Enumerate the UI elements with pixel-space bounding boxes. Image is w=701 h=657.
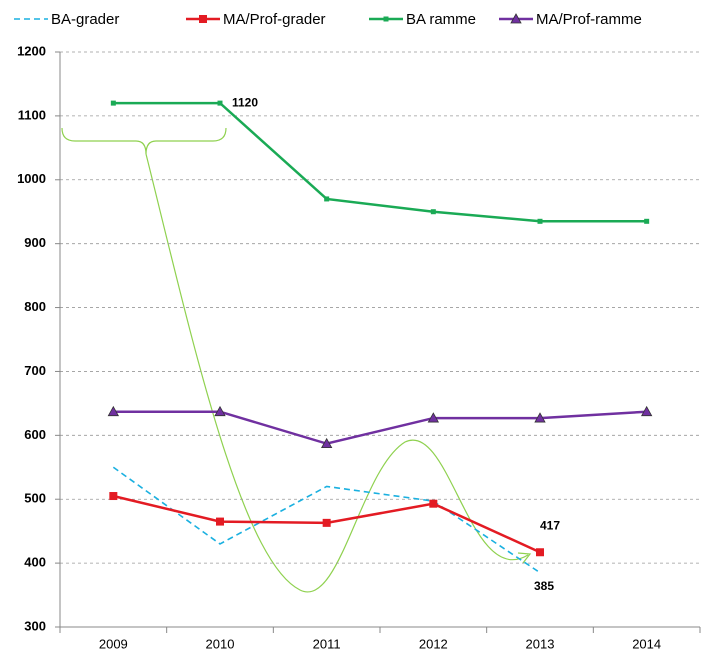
legend-label: MA/Prof-grader (223, 11, 326, 28)
marker (534, 412, 546, 423)
legend-label: MA/Prof-ramme (536, 11, 642, 28)
data-label: 1120 (232, 95, 258, 109)
marker (430, 209, 436, 215)
marker (536, 548, 544, 557)
marker (644, 218, 650, 224)
x-tick-label: 2009 (99, 636, 128, 651)
y-tick-label: 1200 (17, 43, 46, 58)
x-tick-label: 2011 (313, 636, 341, 651)
marker (429, 499, 438, 508)
marker (510, 13, 522, 24)
y-tick-label: 500 (24, 491, 46, 506)
marker (214, 405, 226, 417)
arrow-head (517, 552, 532, 564)
legend-label: BA ramme (406, 11, 476, 28)
x-tick-label: 2014 (632, 636, 661, 651)
data-label: 385 (534, 579, 554, 593)
x-tick-label: 2010 (206, 636, 235, 651)
marker (324, 196, 330, 202)
y-tick-label: 900 (24, 235, 46, 250)
legend-label: BA-grader (51, 11, 119, 28)
marker (537, 218, 543, 224)
marker (109, 492, 118, 501)
y-tick-label: 600 (24, 427, 46, 442)
x-tick-label: 2013 (526, 636, 555, 651)
marker (199, 15, 207, 23)
marker (640, 405, 653, 417)
marker (427, 412, 440, 423)
annotation-arrow (145, 153, 529, 593)
y-tick-label: 1000 (17, 171, 46, 186)
data-label: 417 (540, 518, 560, 532)
brace (61, 127, 227, 155)
y-tick-label: 800 (24, 299, 46, 314)
series-line (112, 466, 541, 574)
series-line (113, 410, 647, 445)
marker (216, 517, 224, 526)
y-tick-label: 300 (24, 618, 46, 633)
marker (110, 100, 116, 106)
marker (217, 100, 223, 106)
marker (383, 16, 389, 22)
y-tick-label: 400 (24, 555, 46, 570)
x-tick-label: 2012 (419, 636, 448, 651)
marker (107, 405, 120, 417)
marker (322, 518, 331, 527)
y-tick-label: 1100 (18, 107, 46, 122)
series-line (113, 101, 647, 223)
y-tick-label: 700 (24, 363, 46, 378)
marker (320, 437, 333, 449)
